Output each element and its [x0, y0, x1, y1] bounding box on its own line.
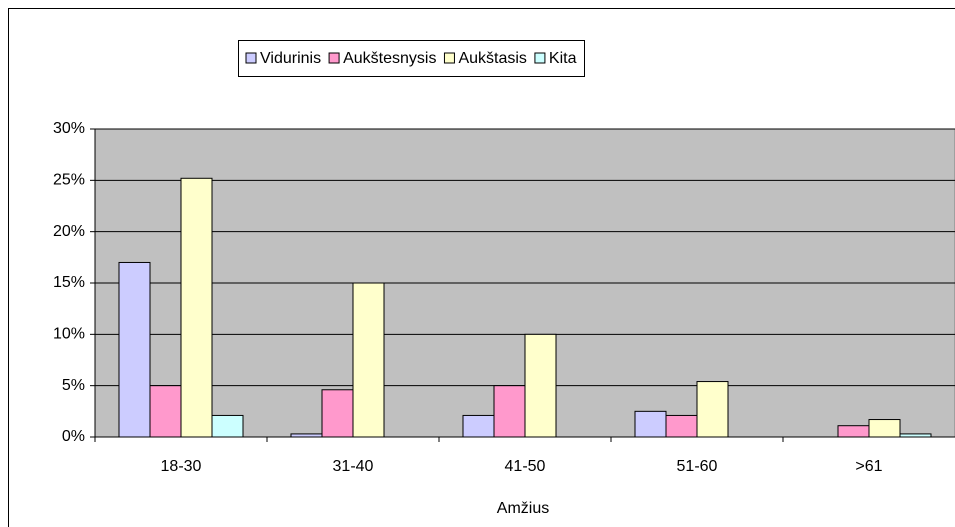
x-tick-label: 18-30: [161, 458, 202, 475]
y-tick-label: 0%: [62, 428, 85, 445]
y-tick-label: 15%: [53, 274, 85, 291]
bar: [696, 381, 729, 438]
x-tick-label: 31-40: [333, 458, 374, 475]
y-tick-label: 30%: [53, 120, 85, 137]
bar: [524, 333, 557, 438]
bar: [493, 385, 526, 438]
y-tick-label: 5%: [62, 377, 85, 394]
bar: [118, 261, 151, 438]
bar: [321, 389, 354, 438]
legend-swatch: [534, 52, 546, 64]
bar: [462, 414, 495, 438]
legend-swatch: [245, 52, 257, 64]
y-tick-label: 10%: [53, 326, 85, 343]
bar: [352, 282, 385, 438]
x-axis-title: Amžius: [497, 500, 549, 517]
legend-label: Aukštasis: [458, 50, 526, 67]
x-tick-label: 51-60: [677, 458, 718, 475]
bar: [634, 410, 667, 438]
bar: [665, 414, 698, 438]
bar: [211, 414, 244, 438]
legend-swatch: [443, 52, 455, 64]
legend-label: Aukštesnysis: [343, 50, 436, 67]
bar: [837, 425, 870, 438]
x-tick-label: >61: [855, 458, 882, 475]
y-tick-label: 25%: [53, 172, 85, 189]
y-tick-label: 20%: [53, 223, 85, 240]
bar: [180, 177, 213, 438]
legend-label: Kita: [549, 50, 577, 67]
bar: [868, 419, 901, 438]
bar: [149, 385, 182, 438]
legend: [238, 40, 585, 77]
legend-label: Vidurinis: [260, 50, 321, 67]
x-tick-label: 41-50: [505, 458, 546, 475]
legend-swatch: [328, 52, 340, 64]
